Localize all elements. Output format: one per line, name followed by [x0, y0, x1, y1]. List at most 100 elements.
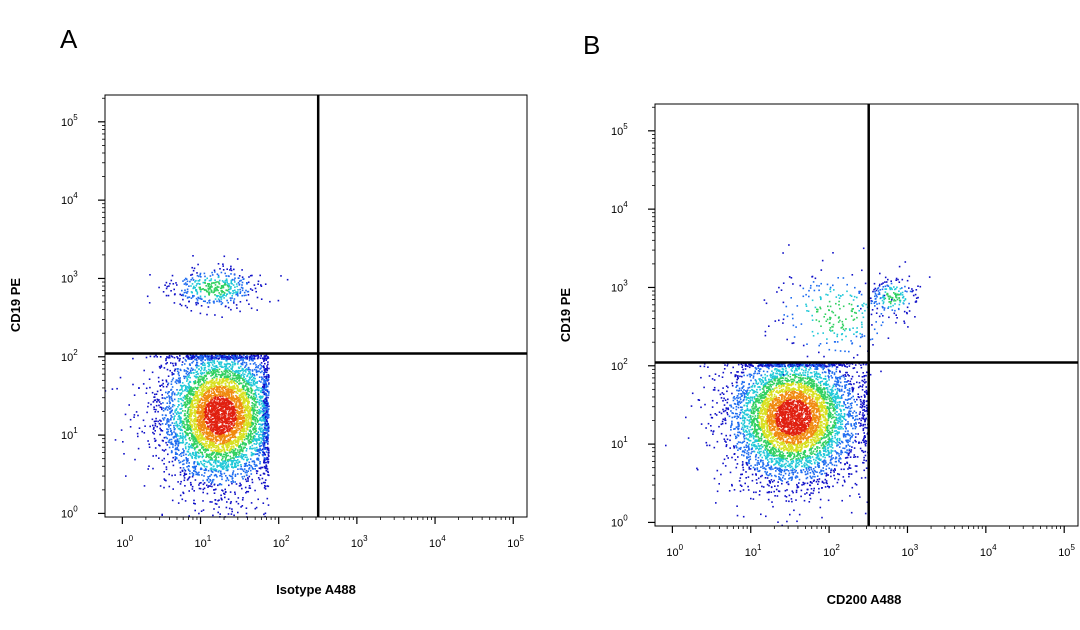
event-dot	[215, 488, 217, 491]
event-dot	[199, 410, 202, 413]
event-dot	[165, 414, 167, 417]
event-dot	[181, 361, 184, 363]
event-dot	[262, 365, 265, 367]
event-dot	[194, 428, 196, 431]
event-dot	[244, 423, 246, 425]
event-dot	[218, 403, 220, 405]
event-dot	[218, 433, 220, 435]
event-dot	[229, 388, 232, 391]
event-dot	[246, 397, 248, 399]
event-dot	[172, 464, 175, 467]
event-dot	[216, 395, 218, 397]
event-dot	[252, 354, 255, 357]
event-dot	[167, 392, 169, 395]
event-dot	[158, 401, 161, 403]
event-dot	[221, 459, 223, 461]
panel-label-a: A	[60, 24, 78, 54]
event-dot	[211, 410, 214, 412]
event-dot	[246, 490, 248, 493]
event-dot	[254, 400, 257, 403]
event-dot	[213, 382, 215, 385]
event-dot	[246, 358, 249, 360]
event-dot	[221, 421, 224, 424]
event-dot	[185, 417, 188, 420]
event-dot	[181, 382, 184, 384]
event-dot	[233, 377, 235, 380]
event-dot	[240, 506, 242, 508]
event-dot	[228, 386, 230, 389]
event-dot	[188, 387, 190, 389]
event-dot	[239, 416, 241, 419]
event-dot	[217, 396, 219, 398]
event-dot	[208, 428, 210, 431]
event-dot	[188, 428, 190, 431]
event-dot	[222, 425, 224, 428]
event-dot	[188, 446, 191, 448]
event-dot	[261, 396, 264, 399]
event-dot	[163, 397, 166, 399]
event-dot	[170, 438, 173, 441]
event-dot	[186, 422, 188, 424]
event-dot	[259, 442, 262, 445]
event-dot	[220, 453, 222, 455]
event-dot	[249, 429, 251, 431]
event-dot	[180, 425, 182, 428]
event-dot	[240, 456, 242, 458]
event-dot	[174, 474, 176, 476]
event-dot	[122, 441, 124, 443]
event-dot	[206, 418, 209, 421]
event-dot	[250, 454, 253, 456]
event-dot	[230, 431, 232, 433]
event-dot	[177, 400, 179, 402]
event-dot	[241, 457, 243, 460]
event-dot	[213, 459, 216, 462]
event-dot	[249, 426, 252, 429]
event-dot	[194, 468, 197, 470]
event-dot	[209, 485, 211, 487]
event-dot	[227, 513, 230, 515]
event-dot	[242, 396, 244, 399]
event-dot	[189, 422, 191, 424]
event-dot	[265, 469, 268, 472]
event-dot	[215, 421, 218, 423]
event-dot	[246, 438, 248, 440]
event-dot	[229, 378, 231, 380]
event-dot	[190, 429, 192, 431]
event-dot	[189, 376, 191, 379]
event-dot	[138, 387, 140, 389]
event-dot	[218, 368, 221, 371]
event-dot	[218, 405, 221, 408]
event-dot	[203, 472, 206, 474]
event-dot	[239, 429, 242, 432]
event-dot	[201, 443, 204, 446]
event-dot	[243, 361, 246, 364]
event-dot	[174, 448, 177, 451]
event-dot	[199, 420, 201, 422]
event-dot	[260, 419, 263, 422]
event-dot	[179, 429, 182, 431]
event-dot	[241, 450, 244, 453]
event-dot	[175, 443, 178, 445]
event-dot	[263, 391, 266, 394]
event-dot	[193, 375, 196, 377]
event-dot	[198, 482, 201, 485]
event-dot	[190, 406, 192, 408]
event-dot	[219, 394, 222, 396]
event-dot	[192, 473, 195, 475]
event-dot	[171, 386, 174, 388]
event-dot	[184, 431, 187, 434]
event-dot	[184, 500, 187, 502]
event-dot	[190, 386, 192, 389]
event-dot	[148, 446, 151, 448]
event-dot	[235, 371, 237, 374]
event-dot	[266, 374, 268, 376]
event-dot	[252, 447, 254, 450]
event-dot	[263, 461, 265, 463]
event-dot	[211, 479, 214, 481]
event-dot	[247, 470, 249, 472]
event-dot	[207, 449, 209, 452]
event-dot	[143, 432, 146, 434]
event-dot	[250, 387, 252, 389]
event-dot	[226, 430, 228, 432]
event-dot	[206, 415, 209, 418]
